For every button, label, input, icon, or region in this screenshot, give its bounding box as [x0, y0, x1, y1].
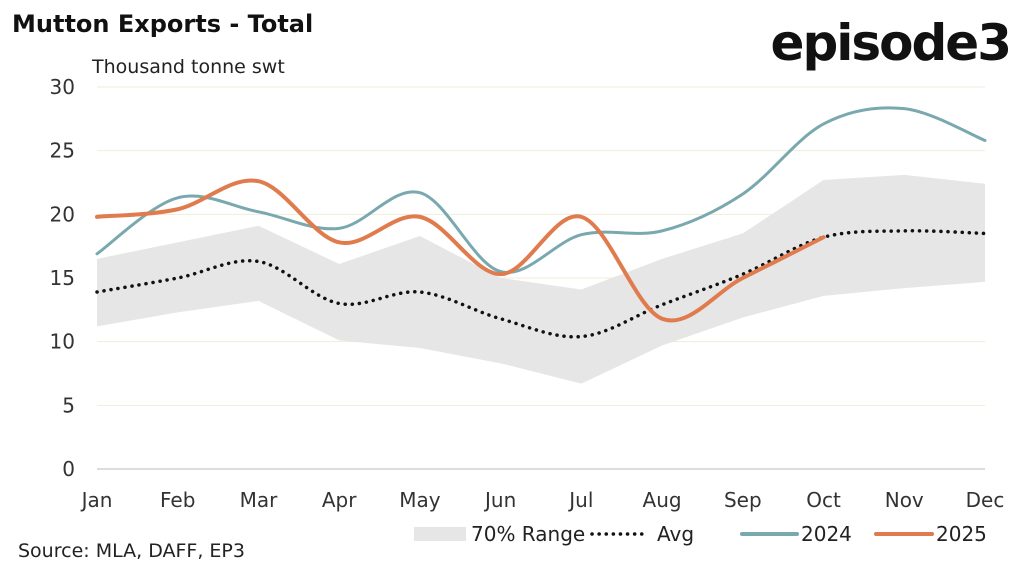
series-line-2024 [95, 106, 987, 274]
y-tick-label: 5 [62, 393, 75, 417]
x-tick-label: Sep [724, 488, 762, 512]
x-tick-label: Jan [80, 488, 113, 512]
x-tick-label: Aug [643, 488, 682, 512]
y-tick-label: 25 [50, 139, 75, 163]
legend-label: 2025 [936, 522, 987, 546]
range-band [97, 174, 985, 384]
x-tick-label: Dec [966, 488, 1005, 512]
x-tick-label: Jul [567, 488, 593, 512]
y-tick-label: 15 [50, 266, 75, 290]
chart-title: Mutton Exports - Total [12, 10, 314, 38]
legend-label: 2024 [801, 522, 852, 546]
legend-label: Avg [657, 522, 694, 546]
x-tick-label: Jun [483, 488, 516, 512]
y-tick-label: 0 [62, 457, 75, 481]
x-tick-label: Oct [806, 488, 841, 512]
y-tick-label: 30 [50, 75, 75, 99]
legend-label: 70% Range [471, 522, 585, 546]
x-tick-label: Mar [240, 488, 279, 512]
source-note: Source: MLA, DAFF, EP3 [18, 540, 245, 562]
x-tick-label: Apr [322, 488, 357, 512]
series-line-avg [95, 229, 987, 339]
x-tick-label: May [399, 488, 441, 512]
y-tick-label: 10 [50, 330, 75, 354]
legend-swatch-range [414, 527, 466, 541]
episode3-logo: episode3 [770, 14, 1012, 72]
y-tick-label: 20 [50, 202, 75, 226]
y-axis-label: Thousand tonne swt [92, 56, 285, 78]
series-line-2025 [95, 178, 826, 323]
x-tick-label: Nov [885, 488, 924, 512]
x-tick-label: Feb [160, 488, 195, 512]
